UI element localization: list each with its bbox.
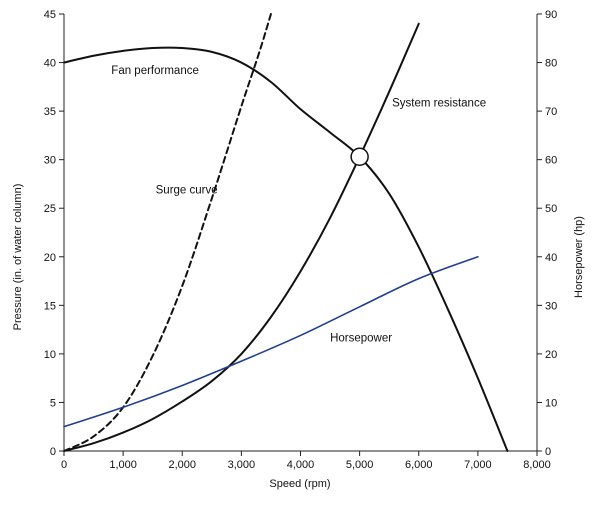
horsepower-line	[63, 255, 479, 428]
y-left-tick-label: 10	[44, 349, 56, 361]
x-tick-label: 1,000	[109, 459, 137, 471]
plot-area	[63, 14, 538, 452]
ticks: 0 1,000 2,000 3,000 4,000 5,000 6,000 7,000 8,00…	[44, 9, 558, 471]
y-right-tick-label: 10	[545, 397, 557, 409]
surge-curve-line	[63, 13, 272, 452]
x-tick-label: 7,000	[464, 459, 492, 471]
y-axis-right-title: Horsepower (hp)	[573, 216, 585, 298]
y-left-tick-label: 30	[44, 155, 56, 167]
y-right-tick-label: 0	[545, 446, 551, 458]
y-right-tick-label: 90	[545, 9, 557, 21]
x-tick-label: 5,000	[346, 459, 374, 471]
y-left-tick-label: 20	[44, 252, 56, 264]
y-axis-left-title: Pressure (in. of water column)	[12, 184, 24, 331]
y-left-tick-label: 35	[44, 106, 56, 118]
y-right-tick-label: 30	[545, 300, 557, 312]
y-left-tick-label: 40	[44, 58, 56, 70]
x-tick-label: 8,000	[523, 459, 551, 471]
annotations: Fan performance Surge curve System resista…	[111, 65, 486, 344]
x-tick-label: 6,000	[405, 459, 433, 471]
curves	[63, 13, 509, 452]
x-tick-label: 0	[61, 459, 67, 471]
y-right-tick-label: 60	[545, 155, 557, 167]
y-right-tick-label: 70	[545, 106, 557, 118]
y-right-tick-label: 20	[545, 349, 557, 361]
system-resistance-label: System resistance	[392, 97, 486, 109]
surge-curve-label: Surge curve	[156, 185, 218, 197]
fan-performance-line	[63, 46, 509, 452]
operating-point-marker	[350, 147, 369, 167]
system-resistance-line	[63, 22, 420, 452]
y-left-tick-label: 0	[50, 446, 56, 458]
y-left-tick-label: 25	[44, 203, 56, 215]
x-tick-label: 3,000	[228, 459, 256, 471]
y-left-tick-label: 5	[50, 397, 56, 409]
x-axis-title: Speed (rpm)	[269, 478, 330, 490]
fan-performance-label: Fan performance	[111, 65, 199, 77]
y-right-tick-label: 40	[545, 252, 557, 264]
horsepower-label: Horsepower	[330, 332, 392, 344]
x-tick-label: 4,000	[287, 459, 315, 471]
y-left-tick-label: 15	[44, 300, 56, 312]
labels: Speed (rpm) Pressure (in. of water colum…	[12, 184, 585, 490]
y-right-tick-label: 80	[545, 58, 557, 70]
x-tick-label: 2,000	[168, 459, 196, 471]
y-right-tick-label: 50	[545, 203, 557, 215]
y-left-tick-label: 45	[44, 9, 56, 21]
